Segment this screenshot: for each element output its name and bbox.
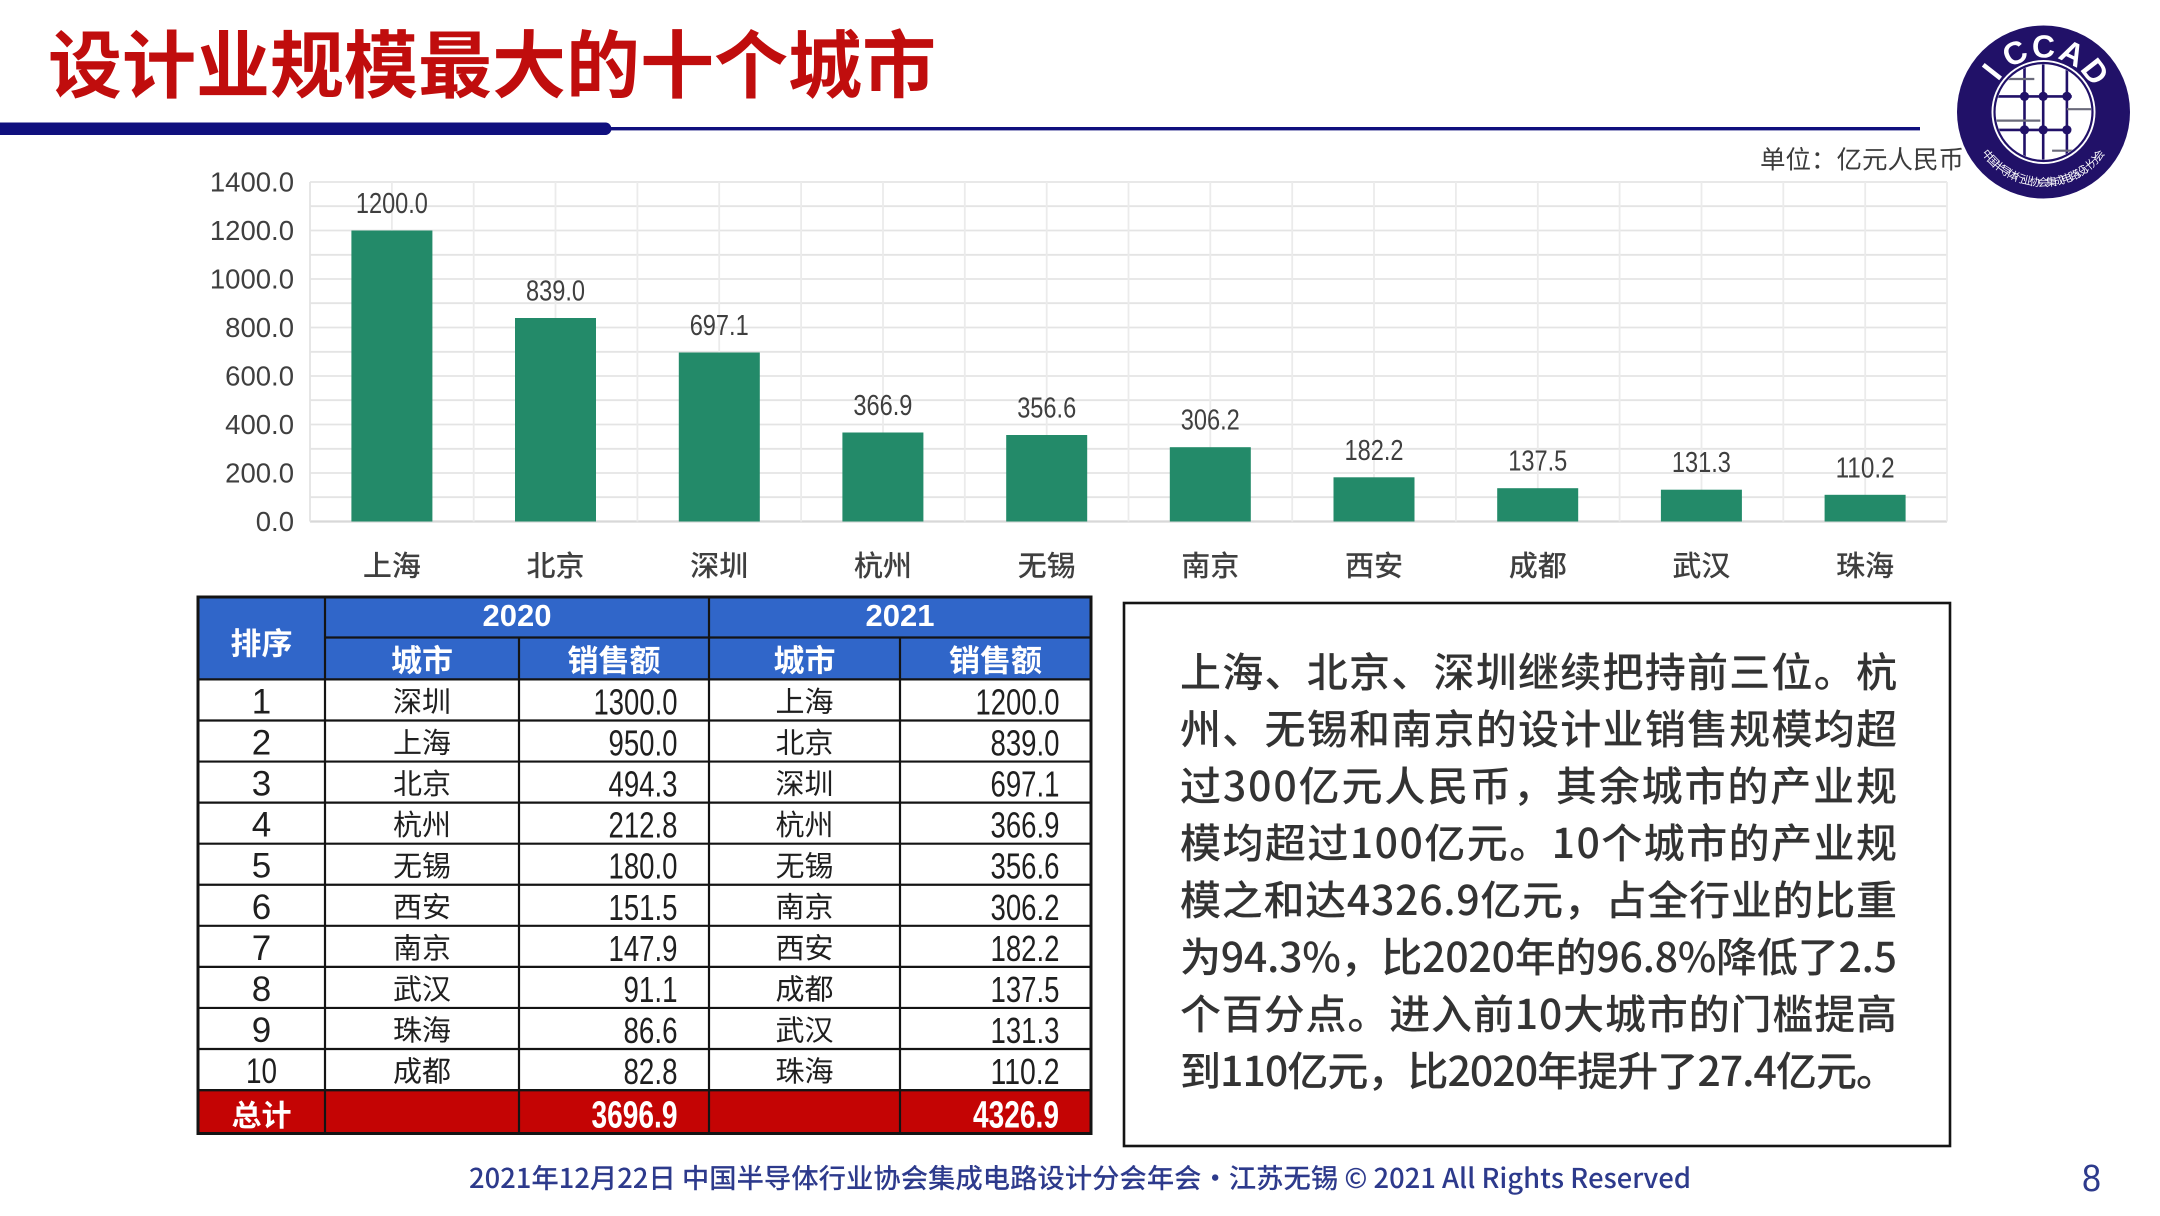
svg-text:697.1: 697.1 — [690, 310, 749, 342]
svg-text:2: 2 — [252, 724, 271, 763]
svg-text:137.5: 137.5 — [1508, 446, 1567, 478]
svg-text:212.8: 212.8 — [609, 805, 678, 846]
svg-text:356.6: 356.6 — [1017, 393, 1076, 425]
svg-text:4326.9: 4326.9 — [973, 1095, 1059, 1137]
svg-text:0.0: 0.0 — [256, 506, 294, 537]
svg-text:1: 1 — [252, 682, 271, 721]
svg-text:1000.0: 1000.0 — [210, 264, 294, 295]
svg-text:180.0: 180.0 — [609, 846, 678, 887]
svg-text:10: 10 — [246, 1052, 277, 1091]
svg-text:2020: 2020 — [483, 598, 552, 633]
svg-text:3: 3 — [252, 765, 271, 804]
svg-text:950.0: 950.0 — [609, 723, 678, 764]
svg-text:110.2: 110.2 — [1836, 452, 1895, 484]
svg-text:182.2: 182.2 — [1345, 435, 1404, 467]
svg-text:8: 8 — [2082, 1158, 2101, 1200]
svg-text:400.0: 400.0 — [225, 409, 294, 440]
svg-text:1200.0: 1200.0 — [210, 215, 294, 246]
svg-text:366.9: 366.9 — [991, 805, 1060, 846]
svg-text:7: 7 — [252, 929, 271, 968]
svg-text:2021: 2021 — [866, 598, 935, 633]
svg-text:147.9: 147.9 — [609, 928, 678, 969]
svg-text:1400.0: 1400.0 — [210, 167, 294, 198]
svg-text:91.1: 91.1 — [624, 969, 678, 1010]
svg-text:306.2: 306.2 — [1181, 405, 1240, 437]
svg-text:182.2: 182.2 — [991, 928, 1060, 969]
svg-text:5: 5 — [252, 847, 271, 886]
svg-text:151.5: 151.5 — [609, 887, 678, 928]
svg-text:800.0: 800.0 — [225, 312, 294, 343]
svg-text:1200.0: 1200.0 — [976, 681, 1060, 722]
svg-text:110.2: 110.2 — [991, 1051, 1060, 1092]
svg-text:200.0: 200.0 — [225, 458, 294, 489]
svg-text:131.3: 131.3 — [1672, 447, 1731, 479]
svg-text:8: 8 — [252, 970, 271, 1009]
svg-text:1300.0: 1300.0 — [594, 681, 678, 722]
svg-text:1200.0: 1200.0 — [356, 188, 428, 220]
svg-text:356.6: 356.6 — [991, 846, 1060, 887]
svg-text:839.0: 839.0 — [526, 276, 585, 308]
svg-text:131.3: 131.3 — [991, 1010, 1060, 1051]
svg-text:86.6: 86.6 — [624, 1010, 678, 1051]
svg-text:306.2: 306.2 — [991, 887, 1060, 928]
svg-text:366.9: 366.9 — [853, 390, 912, 422]
svg-text:697.1: 697.1 — [991, 764, 1060, 805]
svg-text:3696.9: 3696.9 — [592, 1095, 678, 1137]
svg-text:839.0: 839.0 — [991, 723, 1060, 764]
svg-text:137.5: 137.5 — [991, 969, 1060, 1010]
svg-text:494.3: 494.3 — [609, 764, 678, 805]
svg-text:9: 9 — [252, 1011, 271, 1050]
svg-text:6: 6 — [252, 888, 271, 927]
svg-text:82.8: 82.8 — [624, 1051, 678, 1092]
svg-text:4: 4 — [252, 806, 271, 845]
svg-text:600.0: 600.0 — [225, 361, 294, 392]
